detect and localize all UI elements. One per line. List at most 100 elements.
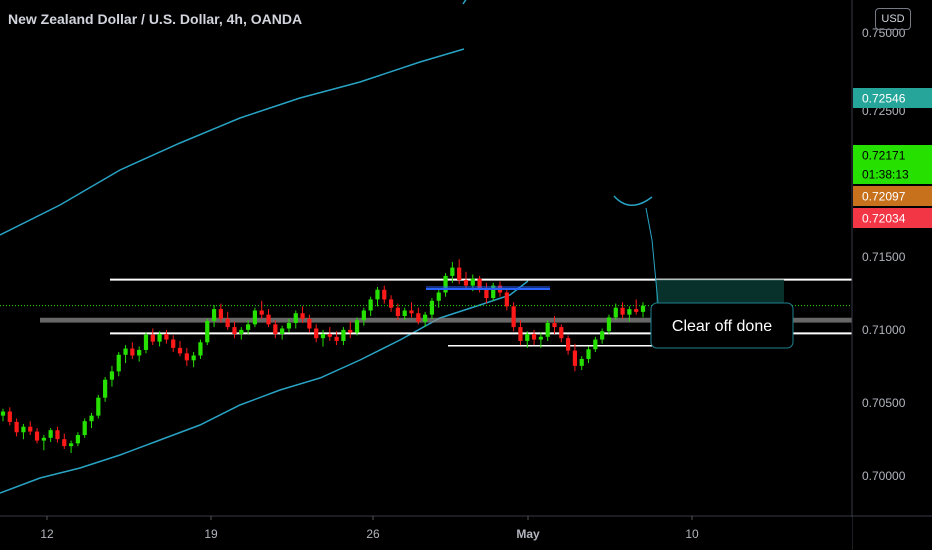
candle-body (184, 353, 189, 361)
candle-body (314, 328, 319, 339)
candle-body (116, 354, 121, 372)
candle-body (531, 334, 537, 340)
candle-body (28, 426, 33, 432)
candle-body (252, 310, 258, 325)
time-tick-label: May (516, 527, 540, 541)
candle-body (341, 329, 346, 341)
price-tick-label: 0.71500 (862, 250, 906, 264)
candle-body (232, 327, 237, 335)
candle-body (259, 310, 264, 315)
candle-body (545, 322, 550, 337)
candle-body (198, 342, 203, 356)
candle-body (457, 267, 462, 281)
candle-body (21, 426, 26, 433)
candle-body (143, 334, 149, 350)
chart-title: New Zealand Dollar / U.S. Dollar, 4h, OA… (8, 11, 303, 27)
callout-text: Clear off done (672, 318, 772, 335)
candle-body (368, 299, 373, 311)
candle-body (150, 334, 155, 342)
channel-upper-line-segment (462, 0, 467, 5)
candle-body (320, 334, 326, 339)
candle-body (443, 275, 448, 293)
candle-body (600, 331, 605, 340)
candle-body (334, 336, 339, 341)
candle-body (0, 411, 6, 416)
candle-body (436, 292, 441, 301)
candle-body (463, 280, 469, 286)
candle-body (266, 314, 271, 325)
candle-body (511, 306, 516, 328)
candle-body (402, 310, 407, 317)
candle-body (634, 309, 639, 312)
candle-body (205, 320, 210, 343)
candle-body (620, 307, 625, 315)
candle-body (606, 317, 612, 332)
candle-body (477, 278, 482, 289)
price-tick-label: 0.71000 (862, 323, 906, 337)
price-tick-label: 0.70500 (862, 396, 906, 410)
candle-body (640, 305, 646, 312)
price-label-text: 01:38:13 (862, 168, 909, 182)
candle-body (525, 334, 530, 341)
candle-body (280, 328, 285, 335)
candle-body (327, 334, 332, 337)
price-label-text: 0.72034 (862, 212, 906, 226)
price-label-box (853, 88, 932, 108)
candle-body (89, 415, 94, 422)
candle-body (41, 437, 46, 441)
candle-body (484, 288, 489, 299)
candle-body (211, 309, 217, 321)
candle-body (593, 339, 598, 350)
candle-body (613, 307, 618, 318)
candle-body (123, 348, 128, 355)
candle-body (164, 334, 169, 340)
support-zone (40, 317, 852, 323)
candle-body (82, 421, 87, 436)
candle-body (382, 289, 387, 300)
price-label-text: 0.72546 (862, 92, 906, 106)
price-axis (853, 0, 932, 550)
candle-body (171, 339, 176, 348)
candle-body (409, 310, 414, 314)
take-profit-zone (656, 279, 784, 306)
candle-body (416, 313, 421, 322)
candle-body (109, 371, 115, 380)
candle-body (14, 421, 19, 433)
candle-body (96, 397, 101, 416)
candle-body (225, 318, 230, 328)
candle-body (239, 329, 244, 335)
candle-body (157, 334, 162, 342)
candle-body (34, 431, 40, 441)
price-tick-label: 0.70000 (862, 469, 906, 483)
candle-body (68, 443, 74, 447)
candle-body (504, 292, 509, 307)
candle-body (429, 300, 435, 315)
candle-body (559, 327, 564, 339)
price-label-box (853, 208, 932, 228)
candle-body (450, 267, 455, 276)
price-label-text: 0.72097 (862, 190, 906, 204)
price-label-box (853, 164, 932, 184)
channel-upper-line (0, 48, 465, 236)
price-label-text: 0.72171 (862, 149, 906, 163)
candle-body (307, 318, 312, 329)
candle-body (586, 349, 591, 359)
time-tick-label: 12 (40, 527, 54, 541)
candle-body (48, 430, 53, 438)
candle-body (62, 439, 67, 447)
candle-body (579, 358, 584, 366)
time-axis (0, 517, 852, 550)
candle-body (423, 314, 428, 322)
candle-body (245, 324, 251, 330)
candle-body (55, 430, 60, 440)
cup-annotation-arc (613, 195, 653, 206)
candle-body (375, 289, 380, 300)
currency-button[interactable]: USD (875, 8, 911, 30)
candle-body (565, 338, 571, 351)
candle-body (103, 379, 108, 398)
candle-body (572, 350, 578, 366)
candle-body (293, 313, 298, 323)
callout-box (650, 302, 794, 349)
candle-body (286, 322, 292, 329)
